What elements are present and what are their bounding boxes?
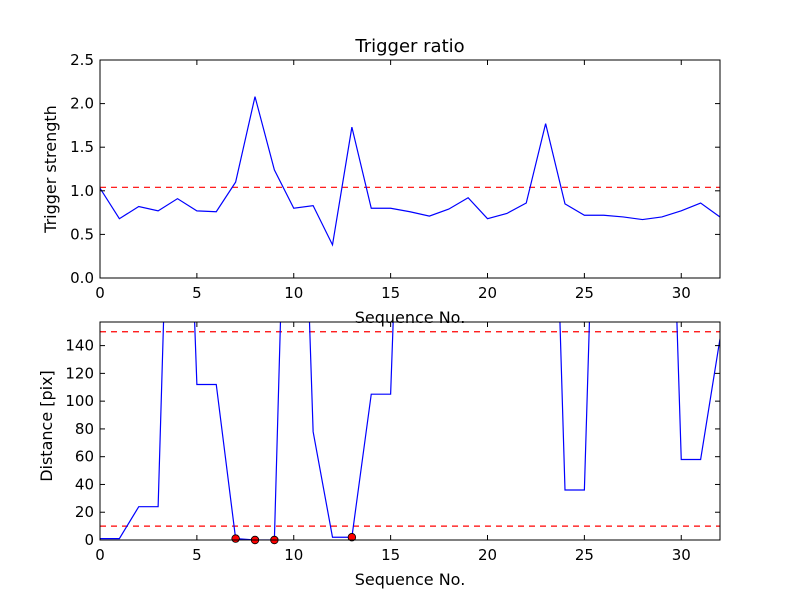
x-tick-label: 5 — [192, 284, 202, 302]
x-tick-label: 10 — [284, 546, 303, 564]
x-tick-label: 20 — [478, 284, 497, 302]
y-tick-label: 0.0 — [70, 269, 94, 287]
x-axis-ticks: 0 5 10 15 20 25 30 — [95, 322, 691, 564]
x-tick-label: 25 — [575, 284, 594, 302]
x-tick-label: 15 — [381, 284, 400, 302]
data-marker — [231, 534, 240, 543]
y-tick-label: 1.0 — [70, 182, 94, 200]
y-axis-label: Distance [pix] — [37, 370, 56, 482]
y-tick-label: 140 — [65, 337, 94, 355]
y-tick-label: 20 — [75, 503, 94, 521]
y-tick-label: 2.5 — [70, 51, 94, 69]
y-axis-ticks: 0.0 0.5 1.0 1.5 2.0 2.5 — [70, 51, 720, 287]
trigger-ratio-chart: Trigger ratio 0 5 10 15 20 25 30 0.0 0.5 1.0 1.5 2… — [41, 36, 721, 327]
plot-frame — [99, 59, 721, 279]
threshold-lines — [100, 331, 720, 527]
distance-chart: 0 5 10 15 20 25 30 0 20 40 60 80 100 120 140 Sequence… — [37, 321, 721, 589]
red-markers — [231, 533, 357, 545]
y-axis-ticks: 0 20 40 60 80 100 120 140 — [65, 337, 720, 549]
y-axis-label: Trigger strength — [41, 105, 60, 234]
y-tick-label: 0.5 — [70, 225, 94, 243]
trigger-strength-line — [100, 96, 720, 247]
y-tick-label: 80 — [75, 420, 94, 438]
x-tick-label: 30 — [672, 546, 691, 564]
y-tick-label: 40 — [75, 475, 94, 493]
y-tick-label: 60 — [75, 448, 94, 466]
x-tick-label: 30 — [672, 284, 691, 302]
x-tick-label: 25 — [575, 546, 594, 564]
y-tick-label: 1.5 — [70, 138, 94, 156]
y-tick-label: 100 — [65, 392, 94, 410]
x-tick-label: 15 — [381, 546, 400, 564]
plot-area — [100, 322, 720, 540]
x-axis-label: Sequence No. — [355, 570, 466, 589]
chart-title: Trigger ratio — [354, 36, 464, 57]
x-tick-label: 0 — [95, 284, 105, 302]
x-axis-ticks: 0 5 10 15 20 25 30 — [95, 60, 691, 302]
data-marker — [347, 533, 357, 542]
x-tick-label: 10 — [284, 284, 303, 302]
plot-area — [100, 96, 720, 247]
y-tick-label: 0 — [84, 531, 94, 549]
x-tick-label: 0 — [95, 546, 105, 564]
y-tick-label: 2.0 — [70, 95, 94, 113]
x-tick-label: 20 — [478, 546, 497, 564]
plot-frame — [99, 321, 721, 541]
distance-line — [100, 322, 720, 540]
x-axis-label: Sequence No. — [355, 308, 466, 327]
y-tick-label: 120 — [65, 364, 94, 382]
x-tick-label: 5 — [192, 546, 202, 564]
